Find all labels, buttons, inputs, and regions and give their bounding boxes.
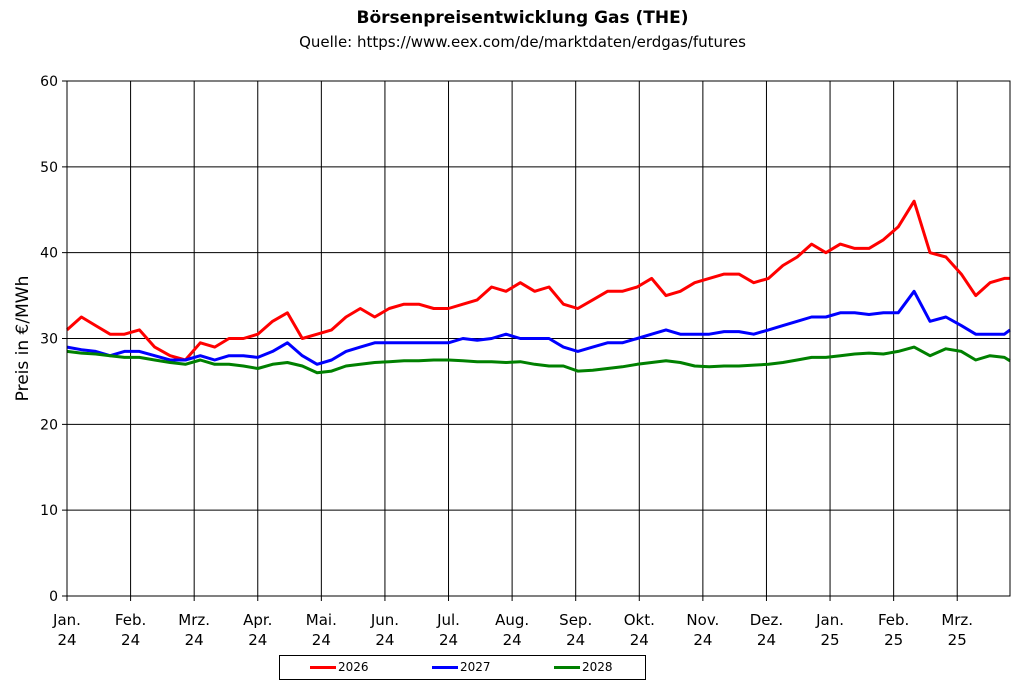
x-tick-label: Mai. 24 — [306, 611, 337, 649]
x-tick-label: Mrz. 24 — [178, 611, 210, 649]
x-tick-label: Jun. 24 — [370, 611, 399, 649]
legend-label-2027: 2027 — [460, 660, 491, 674]
x-tick-label: Jan. 24 — [52, 611, 81, 649]
y-tick-label: 40 — [40, 246, 58, 262]
x-tick-label: Jan. 25 — [815, 611, 844, 649]
y-axis-label: Preis in €/MWh — [13, 276, 33, 402]
y-tick-label: 0 — [49, 589, 58, 605]
legend-swatch-2028 — [554, 666, 580, 669]
x-tick-label: Okt. 24 — [624, 611, 655, 649]
chart-subtitle: Quelle: https://www.eex.com/de/marktdate… — [299, 33, 746, 51]
series-line-2026 — [65, 199, 1010, 362]
legend-label-2028: 2028 — [582, 660, 613, 674]
legend-swatch-2026 — [310, 666, 336, 669]
x-tick-label: Mrz. 25 — [941, 611, 973, 649]
series-line-2027 — [66, 289, 1011, 366]
x-tick-label: Dez. 24 — [750, 611, 783, 649]
legend-item-2028: 2028 — [554, 660, 613, 674]
x-tick-label: Feb. 25 — [878, 611, 909, 649]
x-tick-label: Jul. 24 — [436, 611, 460, 649]
x-tick-label: Feb. 24 — [115, 611, 146, 649]
grid-lines — [62, 80, 1010, 601]
series-line-2028 — [66, 345, 1011, 375]
chart-title: Börsenpreisentwicklung Gas (THE) — [356, 8, 689, 28]
x-tick-labels: Jan. 24 Feb. 24 Mrz. 24 Apr. 24 Mai. 24 Jun. 24 Jul.… — [52, 611, 973, 649]
x-tick-label: Apr. 24 — [243, 611, 272, 649]
y-tick-labels: 0 10 20 30 40 50 60 — [40, 74, 58, 605]
y-tick-label: 60 — [40, 74, 58, 90]
legend: 2026 2027 2028 — [279, 655, 646, 680]
series-lines — [65, 199, 1011, 375]
legend-swatch-2027 — [432, 666, 458, 669]
y-tick-label: 10 — [40, 503, 58, 519]
legend-item-2027: 2027 — [432, 660, 491, 674]
legend-label-2026: 2026 — [338, 660, 369, 674]
legend-item-2026: 2026 — [310, 660, 369, 674]
y-tick-label: 20 — [40, 417, 58, 433]
y-tick-label: 30 — [40, 332, 58, 348]
y-tick-label: 50 — [40, 160, 58, 176]
x-tick-label: Nov. 24 — [686, 611, 719, 649]
x-tick-label: Aug. 24 — [495, 611, 529, 649]
plot-frame — [66, 80, 1011, 597]
x-tick-label: Sep. 24 — [559, 611, 592, 649]
